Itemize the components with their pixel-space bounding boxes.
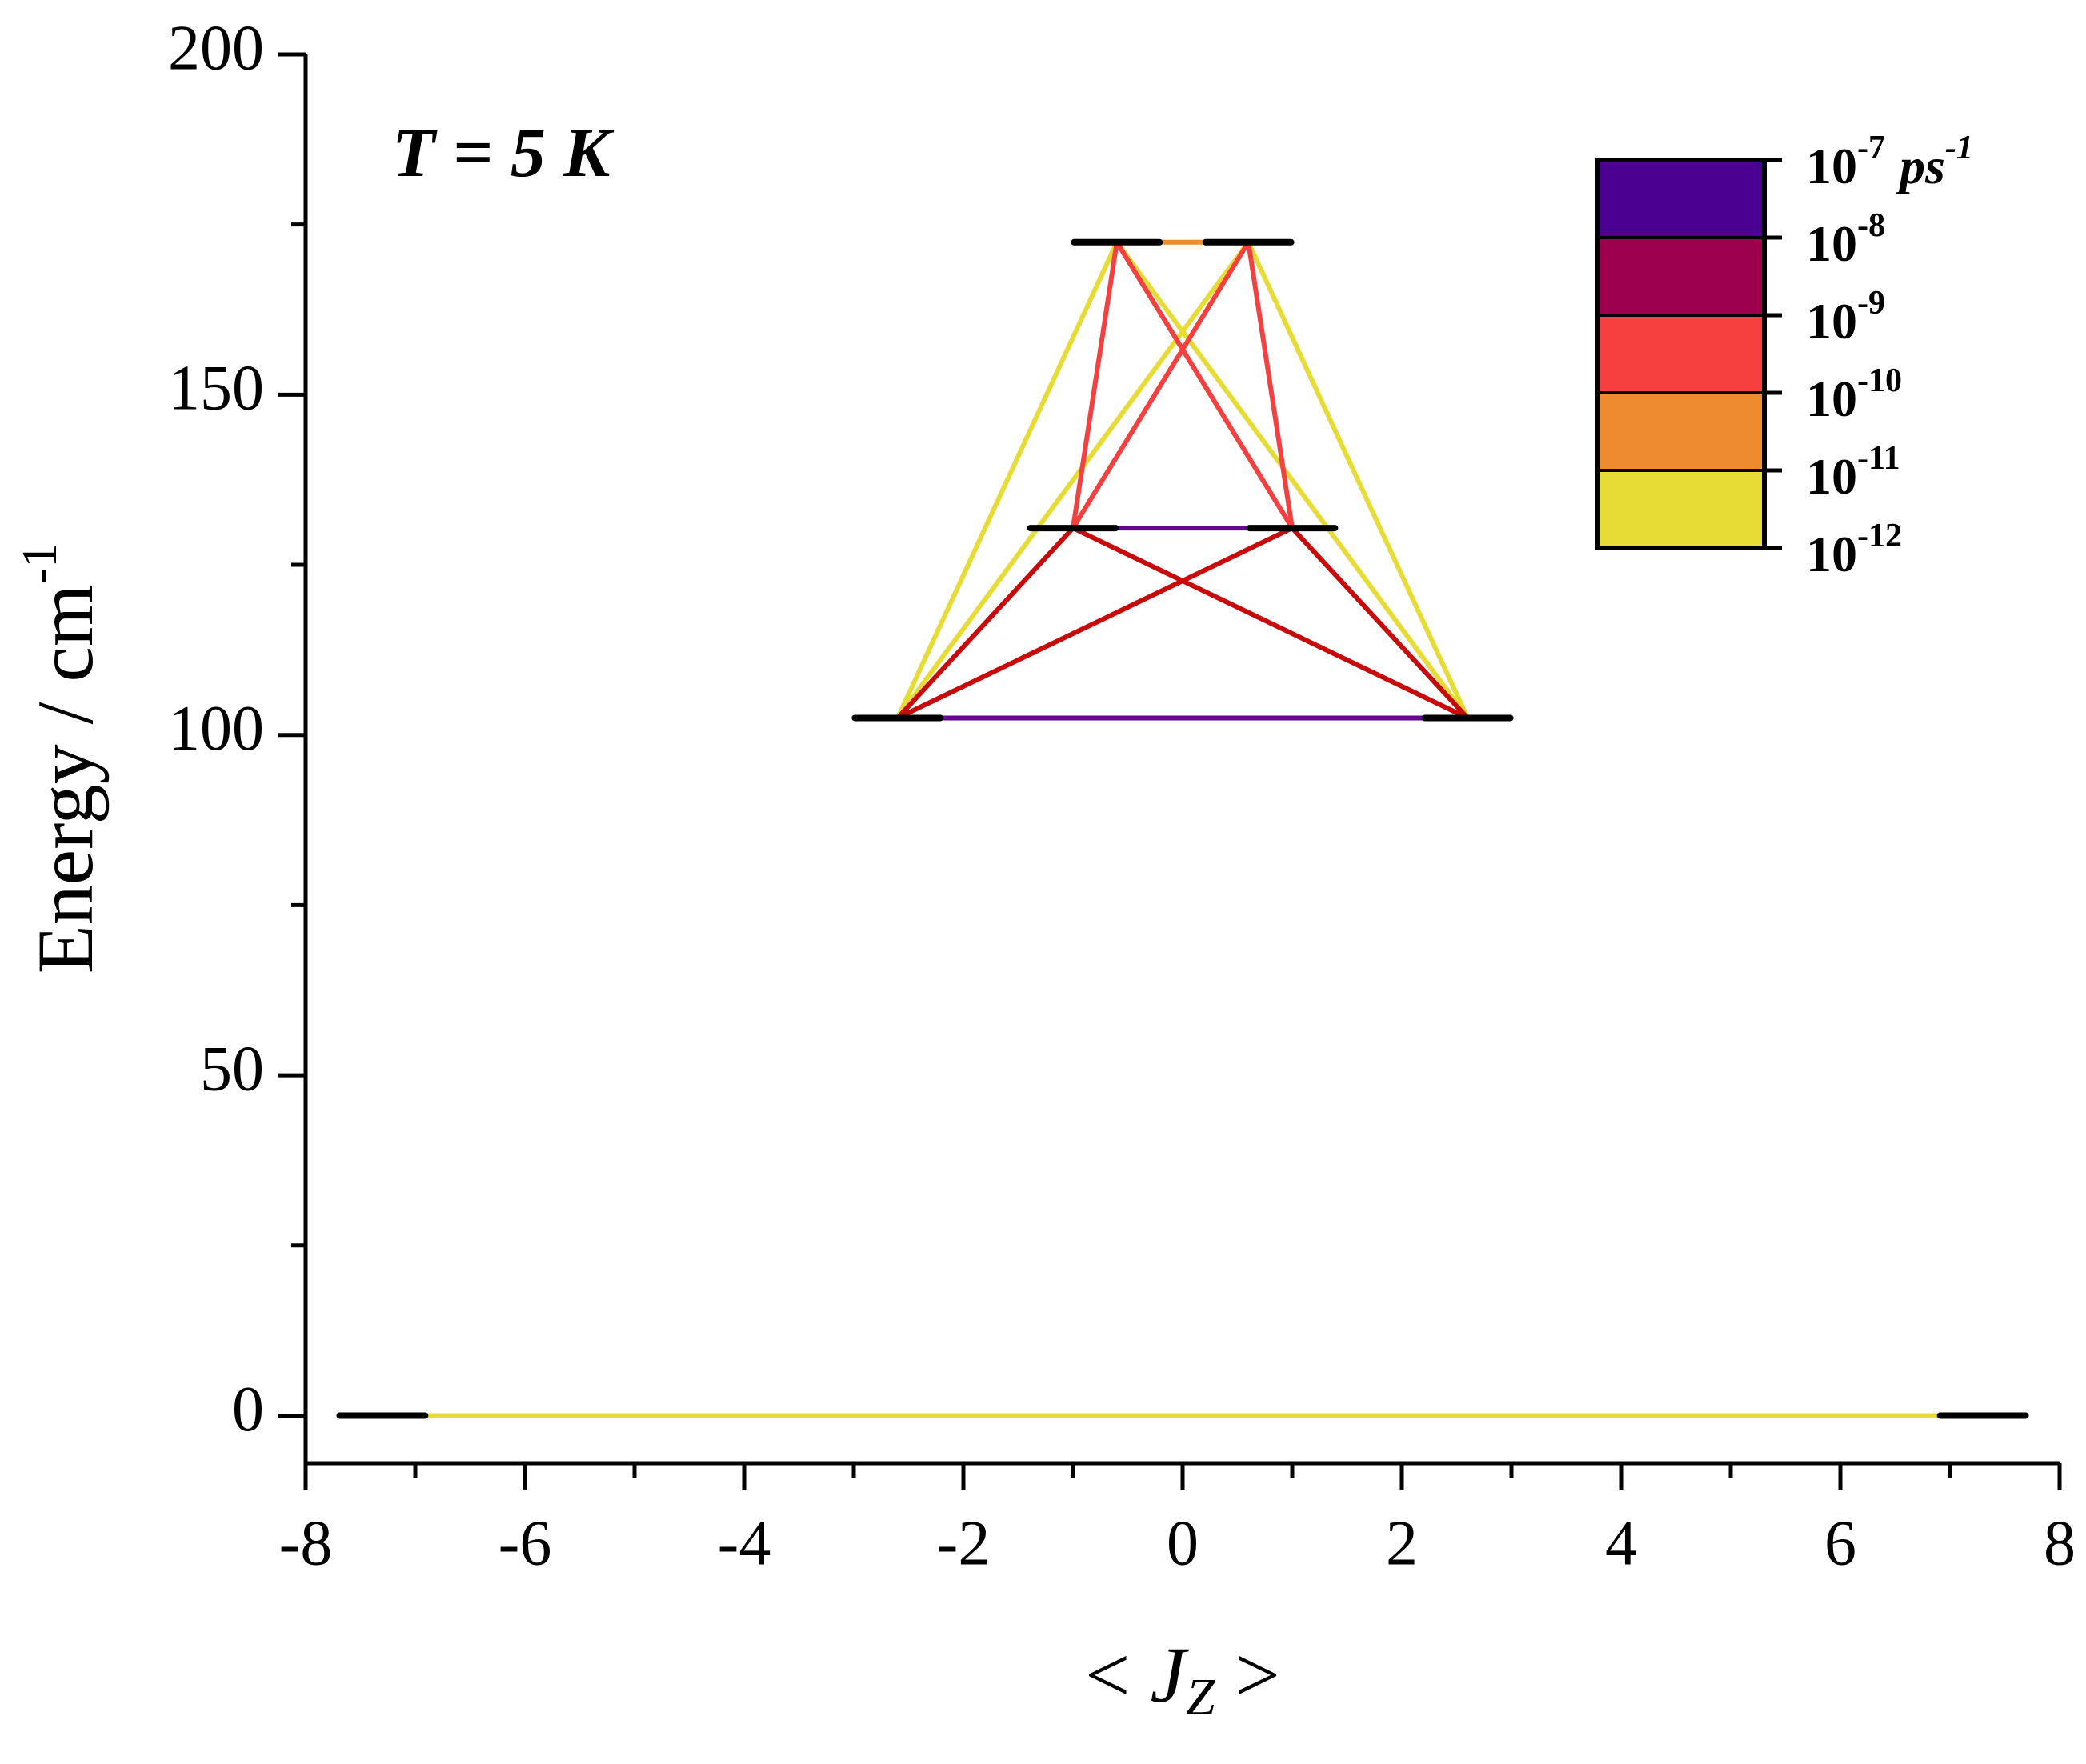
x-axis-title-main: J: [1150, 1630, 1189, 1719]
transition: [895, 241, 1119, 719]
y-tick-label: 50: [200, 1034, 264, 1104]
x-tick-label: -4: [718, 1508, 771, 1578]
colorbar-frame: [1595, 158, 1767, 550]
y-axis-title-text: Energy / cm: [21, 584, 110, 974]
y-tick-label: 0: [232, 1374, 264, 1445]
colorbar-segment: [1596, 314, 1766, 394]
x-tick-label: -2: [937, 1508, 991, 1578]
transition: [896, 526, 1294, 721]
x-axis-title: < JZ >: [1085, 1630, 1280, 1726]
transition: [1071, 241, 1251, 530]
y-tick-label: 150: [168, 354, 264, 424]
colorbar-label-base: 10: [1806, 293, 1857, 350]
colorbar-label-base: 10: [1806, 448, 1857, 505]
colorbar-label: 10-12: [1806, 518, 1902, 582]
colorbar-label: 10-11: [1806, 440, 1900, 505]
x-axis-title-pre: <: [1085, 1630, 1150, 1719]
transition: [1071, 526, 1469, 721]
x-tick-label: 2: [1386, 1508, 1418, 1578]
colorbar-label-sup: -12: [1857, 518, 1902, 554]
colorbar-unit-sup: -1: [1945, 130, 1973, 166]
transition: [895, 241, 1251, 720]
colorbar-label: 10-10: [1806, 362, 1902, 427]
colorbar-label-sup: -7: [1857, 130, 1885, 166]
x-tick-label: 4: [1605, 1508, 1637, 1578]
y-axis-title: Energy / cm-1: [13, 543, 110, 974]
colorbar-label-sup: -8: [1857, 207, 1885, 244]
annotation: T = 5 K: [392, 114, 615, 192]
x-axis-title-post: >: [1215, 1630, 1280, 1719]
transition: [895, 526, 1075, 720]
y-tick-label: 100: [168, 694, 264, 764]
colorbar-label-sup: -9: [1857, 285, 1885, 322]
colorbar-label-base: 10: [1806, 215, 1857, 272]
colorbar-segment: [1596, 158, 1766, 239]
colorbar-label-base: 10: [1806, 526, 1857, 582]
y-axis-title-sup: -1: [13, 543, 67, 585]
transition: [1071, 242, 1119, 529]
colorbar-label-base: 10: [1806, 138, 1857, 194]
x-tick-label: 6: [1824, 1508, 1856, 1578]
transition: [1246, 242, 1295, 529]
colorbar-label: 10-8: [1806, 207, 1885, 272]
colorbar-label: 10-7 ps-1: [1806, 130, 1973, 194]
transition: [1115, 241, 1470, 720]
colorbar-label-sup: -10: [1857, 362, 1902, 399]
x-tick-label: 0: [1167, 1508, 1199, 1578]
x-tick-label: 8: [2044, 1508, 2076, 1578]
colorbar-unit: ps: [1896, 138, 1945, 194]
y-tick-label: 200: [168, 13, 264, 83]
colorbar-label-base: 10: [1806, 370, 1857, 427]
transition: [1290, 526, 1470, 720]
x-axis-title-sub: Z: [1186, 1668, 1216, 1726]
colorbar-label-sup: -11: [1857, 440, 1900, 477]
colorbar-segment: [1596, 236, 1766, 317]
transition: [1115, 241, 1295, 530]
colorbar-segment: [1596, 391, 1766, 472]
colorbar-segment: [1596, 469, 1766, 550]
x-tick-label: -8: [279, 1508, 333, 1578]
colorbar-label: 10-9: [1806, 285, 1885, 350]
transition: [1246, 241, 1470, 719]
x-tick-label: -6: [498, 1508, 552, 1578]
